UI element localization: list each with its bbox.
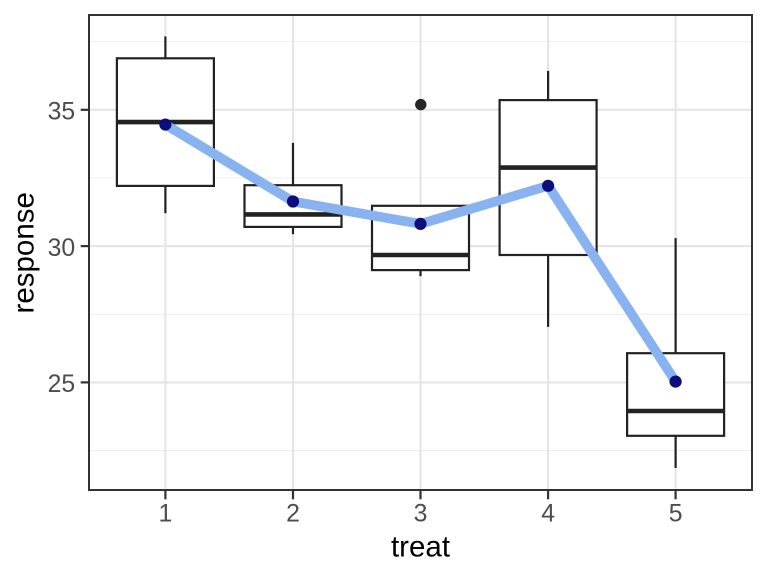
svg-text:response: response [8,192,41,313]
svg-text:30: 30 [48,235,76,262]
svg-text:4: 4 [541,501,555,528]
svg-text:35: 35 [48,98,76,125]
svg-text:25: 25 [48,371,76,398]
svg-text:3: 3 [414,501,428,528]
svg-text:2: 2 [286,501,300,528]
svg-text:1: 1 [159,501,173,528]
svg-text:5: 5 [669,501,683,528]
svg-text:treat: treat [391,531,450,564]
